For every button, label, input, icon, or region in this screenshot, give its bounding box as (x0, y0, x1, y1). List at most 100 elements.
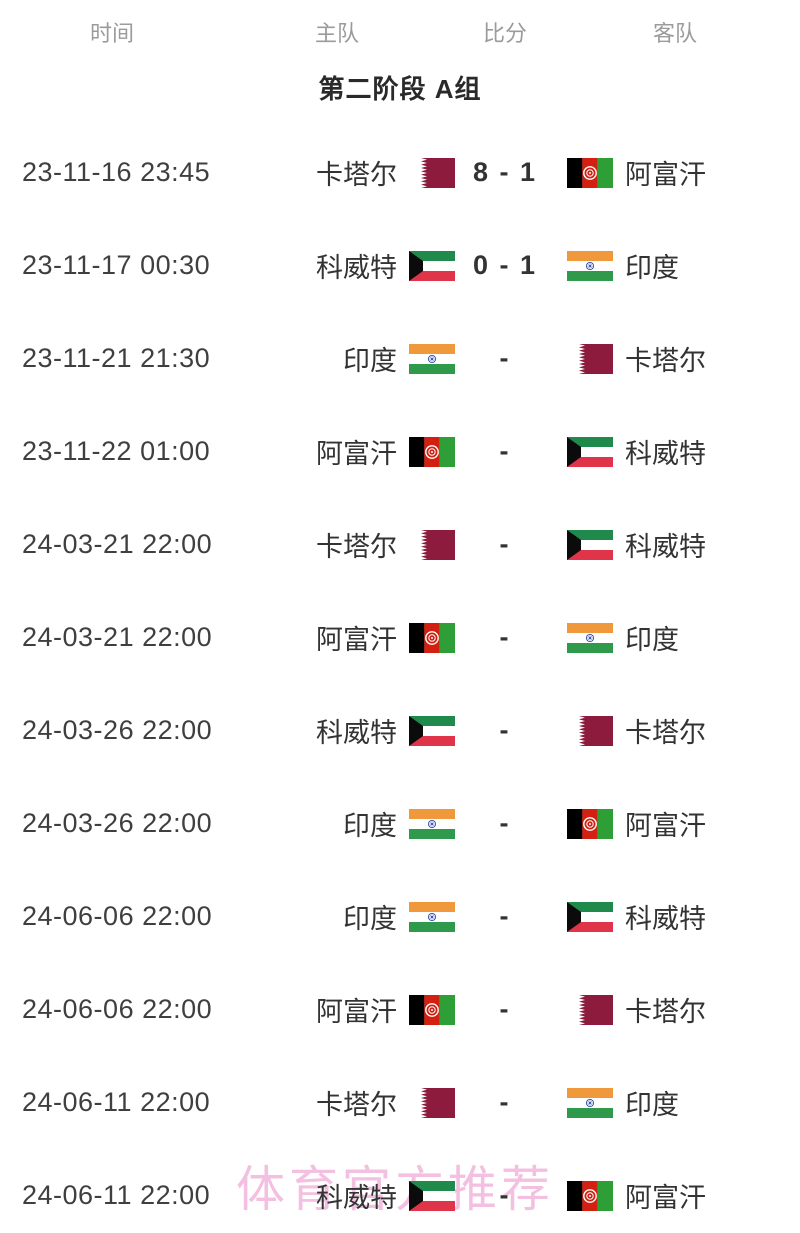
away-team-cell: 卡塔尔 (555, 339, 800, 378)
home-team-name: 卡塔尔 (316, 160, 397, 190)
away-team-cell: 卡塔尔 (555, 711, 800, 750)
match-row[interactable]: 23-11-17 00:30 科威特 0 - 1 印度 (0, 219, 800, 312)
qatar-flag-icon (567, 994, 613, 1025)
header-away: 客队 (652, 21, 697, 46)
away-team-name: 阿富汗 (625, 811, 706, 841)
india-flag-icon (409, 808, 455, 839)
away-team-name: 印度 (625, 253, 679, 283)
kuwait-flag-icon (409, 715, 455, 746)
match-time: 23-11-21 21:30 (22, 343, 211, 373)
home-team-cell: 科威特 (260, 1176, 455, 1215)
match-row[interactable]: 24-03-21 22:00 卡塔尔 - 科威特 (0, 498, 800, 591)
match-score: - (499, 436, 511, 466)
afghanistan-flag-icon (567, 157, 613, 188)
afghanistan-flag-icon (567, 808, 613, 839)
kuwait-flag-icon (567, 436, 613, 467)
home-team-cell: 科威特 (260, 246, 455, 285)
home-team-cell: 科威特 (260, 711, 455, 750)
india-flag-icon (409, 901, 455, 932)
match-score: - (499, 1180, 511, 1210)
qatar-flag-icon (409, 529, 455, 560)
away-team-name: 卡塔尔 (625, 346, 706, 376)
match-row[interactable]: 24-06-11 22:00 科威特 - 阿富汗 (0, 1149, 800, 1233)
match-time: 24-06-11 22:00 (22, 1087, 211, 1117)
away-team-name: 科威特 (625, 904, 706, 934)
away-team-name: 阿富汗 (625, 160, 706, 190)
home-team-name: 科威特 (316, 718, 397, 748)
away-team-cell: 卡塔尔 (555, 990, 800, 1029)
qatar-flag-icon (409, 1087, 455, 1118)
match-time: 24-06-06 22:00 (22, 994, 213, 1024)
match-time: 23-11-17 00:30 (22, 250, 211, 280)
match-row[interactable]: 23-11-21 21:30 印度 - 卡塔尔 (0, 312, 800, 405)
match-score: 0 - 1 (472, 250, 538, 280)
match-row[interactable]: 24-03-26 22:00 印度 - 阿富汗 (0, 777, 800, 870)
match-time: 23-11-16 23:45 (22, 157, 211, 187)
away-team-name: 科威特 (625, 439, 706, 469)
home-team-name: 阿富汗 (316, 439, 397, 469)
india-flag-icon (567, 622, 613, 653)
match-score: 8 - 1 (472, 157, 538, 187)
afghanistan-flag-icon (409, 994, 455, 1025)
match-time: 24-06-06 22:00 (22, 901, 213, 931)
afghanistan-flag-icon (409, 622, 455, 653)
home-team-cell: 阿富汗 (260, 432, 455, 471)
match-score: - (499, 1087, 511, 1117)
home-team-name: 科威特 (316, 253, 397, 283)
match-list: 23-11-16 23:45 卡塔尔 8 - 1 阿富汗 23-11-17 00… (0, 126, 800, 1233)
match-time: 24-03-26 22:00 (22, 715, 213, 745)
home-team-cell: 卡塔尔 (260, 525, 455, 564)
match-time: 24-03-21 22:00 (22, 622, 213, 652)
kuwait-flag-icon (567, 901, 613, 932)
india-flag-icon (567, 250, 613, 281)
away-team-name: 卡塔尔 (625, 718, 706, 748)
match-time: 24-06-11 22:00 (22, 1180, 211, 1210)
home-team-cell: 卡塔尔 (260, 1083, 455, 1122)
kuwait-flag-icon (409, 250, 455, 281)
home-team-cell: 卡塔尔 (260, 153, 455, 192)
match-score: - (499, 622, 511, 652)
home-team-name: 印度 (343, 904, 397, 934)
home-team-cell: 印度 (260, 804, 455, 843)
match-row[interactable]: 24-03-21 22:00 阿富汗 - 印度 (0, 591, 800, 684)
match-row[interactable]: 24-06-11 22:00 卡塔尔 - 印度 (0, 1056, 800, 1149)
qatar-flag-icon (567, 715, 613, 746)
afghanistan-flag-icon (567, 1180, 613, 1211)
match-row[interactable]: 24-06-06 22:00 印度 - 科威特 (0, 870, 800, 963)
home-team-cell: 印度 (260, 339, 455, 378)
match-row[interactable]: 24-03-26 22:00 科威特 - 卡塔尔 (0, 684, 800, 777)
kuwait-flag-icon (409, 1180, 455, 1211)
match-score: - (499, 808, 511, 838)
away-team-name: 印度 (625, 1090, 679, 1120)
kuwait-flag-icon (567, 529, 613, 560)
home-team-name: 科威特 (316, 1183, 397, 1213)
match-row[interactable]: 24-06-06 22:00 阿富汗 - 卡塔尔 (0, 963, 800, 1056)
match-score: - (499, 715, 511, 745)
qatar-flag-icon (567, 343, 613, 374)
group-title: 第二阶段 A组 (318, 74, 482, 104)
table-header: 时间 主队 比分 客队 (0, 0, 800, 64)
away-team-cell: 阿富汗 (555, 1176, 800, 1215)
away-team-name: 印度 (625, 625, 679, 655)
away-team-cell: 阿富汗 (555, 804, 800, 843)
away-team-cell: 阿富汗 (555, 153, 800, 192)
home-team-name: 阿富汗 (316, 997, 397, 1027)
match-row[interactable]: 23-11-22 01:00 阿富汗 - 科威特 (0, 405, 800, 498)
home-team-cell: 阿富汗 (260, 618, 455, 657)
away-team-cell: 科威特 (555, 432, 800, 471)
match-time: 23-11-22 01:00 (22, 436, 211, 466)
match-row[interactable]: 23-11-16 23:45 卡塔尔 8 - 1 阿富汗 (0, 126, 800, 219)
header-time: 时间 (89, 21, 134, 46)
home-team-cell: 印度 (260, 897, 455, 936)
away-team-name: 阿富汗 (625, 1183, 706, 1213)
afghanistan-flag-icon (409, 436, 455, 467)
away-team-cell: 印度 (555, 1083, 800, 1122)
away-team-name: 科威特 (625, 532, 706, 562)
home-team-cell: 阿富汗 (260, 990, 455, 1029)
india-flag-icon (567, 1087, 613, 1118)
away-team-cell: 印度 (555, 246, 800, 285)
home-team-name: 阿富汗 (316, 625, 397, 655)
away-team-cell: 科威特 (555, 897, 800, 936)
home-team-name: 卡塔尔 (316, 1090, 397, 1120)
